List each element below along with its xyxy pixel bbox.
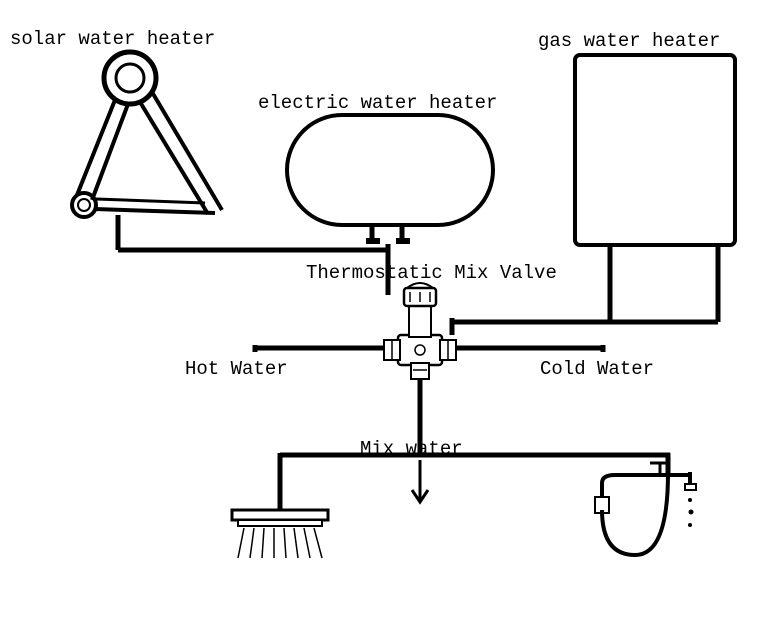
electric-label: electric water heater — [258, 92, 497, 114]
gas-label: gas water heater — [538, 30, 720, 52]
mix-valve-icon — [384, 283, 456, 379]
mix-label: Mix water — [360, 438, 463, 460]
solar-label: solar water heater — [10, 28, 215, 50]
solar-heater-icon — [72, 52, 222, 250]
hot-label: Hot Water — [185, 358, 288, 380]
shower-head-icon — [232, 510, 328, 558]
mix-pipe — [280, 379, 670, 510]
hot-pipe — [118, 244, 392, 352]
valve-label: Thermostatic Mix Valve — [306, 262, 557, 284]
faucet-icon — [595, 463, 696, 555]
gas-heater-icon — [575, 55, 735, 258]
electric-heater-icon — [287, 115, 493, 244]
cold-label: Cold Water — [540, 358, 654, 380]
